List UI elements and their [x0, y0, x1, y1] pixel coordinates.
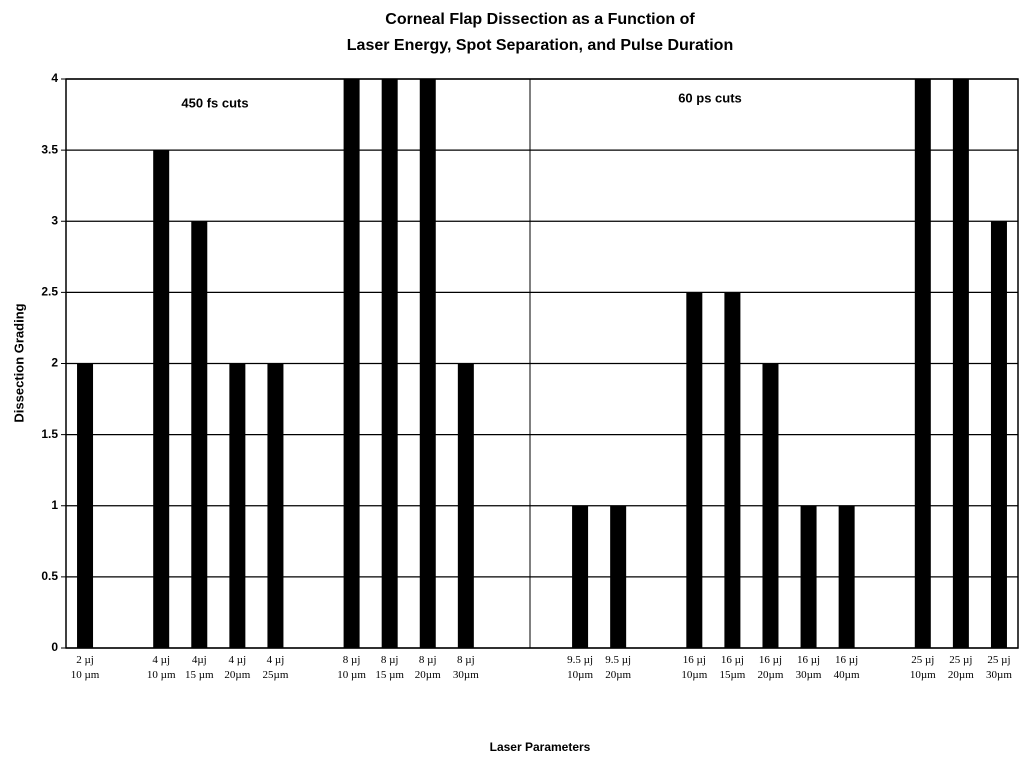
bar	[686, 292, 703, 648]
y-axis-label: Dissection Grading	[11, 303, 26, 422]
y-tick-label: 1.5	[41, 427, 58, 441]
bar	[572, 505, 589, 648]
y-tick-label: 3	[51, 213, 58, 227]
x-tick-label: 25 µj 30µm	[986, 654, 1012, 681]
x-axis-label: Laser Parameters	[490, 740, 591, 754]
x-tick-label: 4µj 15 µm	[184, 654, 214, 681]
chart-title: Corneal Flap Dissection as a Function of	[385, 11, 695, 28]
chart-title: Laser Energy, Spot Separation, and Pulse…	[347, 37, 733, 54]
bar	[990, 221, 1007, 648]
x-tick-label: 9.5 µj 20µm	[605, 654, 632, 681]
bar	[610, 505, 627, 648]
annotation: 450 fs cuts	[181, 95, 248, 110]
bar	[381, 79, 398, 648]
bar	[800, 505, 817, 648]
annotation: 60 ps cuts	[678, 90, 742, 105]
x-tick-label: 16 µj 20µm	[757, 654, 784, 681]
bar	[77, 363, 94, 648]
bar	[191, 221, 208, 648]
bar	[419, 79, 436, 648]
y-tick-label: 2	[51, 356, 58, 370]
x-tick-label: 8 µj 15 µm	[375, 654, 404, 681]
x-tick-label: 8 µj 10 µm	[337, 654, 366, 681]
y-tick-label: 4	[51, 71, 58, 85]
y-tick-label: 1	[51, 498, 58, 512]
bar	[838, 505, 855, 648]
x-tick-label: 4 µj 20µm	[224, 654, 251, 681]
y-tick-label: 3.5	[41, 142, 58, 156]
x-tick-label: 25 µj 20µm	[947, 654, 974, 681]
bar	[762, 363, 779, 648]
x-tick-label: 8 µj 30µm	[452, 654, 479, 681]
bar	[229, 363, 246, 648]
bar	[457, 363, 474, 648]
bar	[153, 150, 170, 648]
bar	[724, 292, 741, 648]
x-tick-label: 16 µj 10µm	[681, 654, 708, 681]
x-tick-label: 16 µj 30µm	[795, 654, 822, 681]
x-tick-label: 2 µj 10 µm	[70, 654, 100, 681]
y-tick-label: 0.5	[41, 569, 58, 583]
bar	[343, 79, 360, 648]
x-tick-label: 4 µj 10 µm	[146, 654, 176, 681]
bar	[914, 79, 931, 648]
x-tick-label: 9.5 µj 10µm	[567, 654, 594, 681]
y-tick-label: 2.5	[41, 285, 58, 299]
x-tick-label: 25 µj 10µm	[909, 654, 936, 681]
x-tick-label: 16 µj 40µm	[833, 654, 860, 681]
bar	[952, 79, 969, 648]
x-tick-label: 16 µj 15µm	[719, 654, 746, 681]
x-tick-label: 8 µj 20µm	[414, 654, 441, 681]
y-tick-label: 0	[51, 640, 58, 654]
x-tick-label: 4 µj 25µm	[262, 654, 289, 681]
bar	[267, 363, 284, 648]
